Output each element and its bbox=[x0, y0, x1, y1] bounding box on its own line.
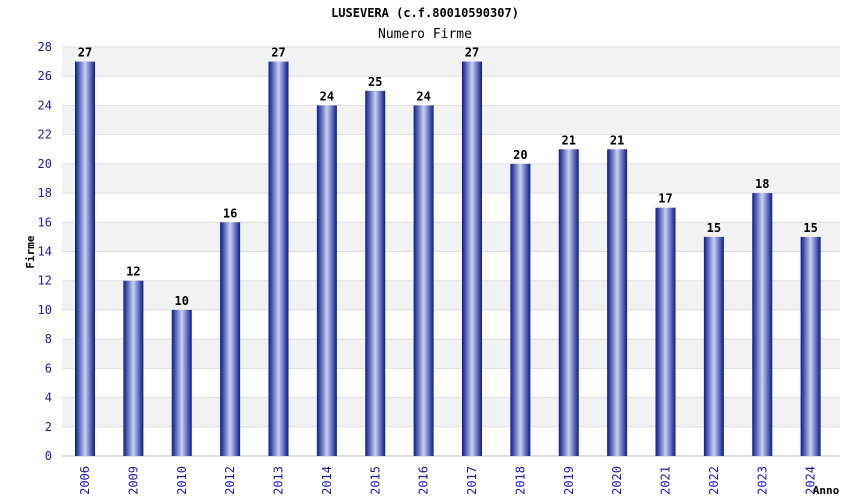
data-label-2013: 27 bbox=[271, 46, 285, 60]
y-tick-label: 16 bbox=[38, 215, 52, 229]
bar-2017 bbox=[462, 61, 482, 456]
x-tick-label: 2012 bbox=[223, 466, 237, 495]
bar-2016 bbox=[413, 105, 434, 456]
x-tick-label: 2017 bbox=[465, 466, 479, 495]
bar-2019 bbox=[558, 149, 579, 456]
x-tick-label: 2019 bbox=[562, 466, 576, 495]
data-label-2012: 16 bbox=[223, 206, 237, 220]
data-label-2006: 27 bbox=[78, 46, 92, 60]
data-label-2010: 10 bbox=[175, 294, 189, 308]
y-tick-label: 28 bbox=[38, 40, 52, 54]
bar-2021 bbox=[655, 207, 676, 456]
y-tick-label: 26 bbox=[38, 69, 52, 83]
bar-2010 bbox=[171, 309, 192, 456]
y-tick-label: 22 bbox=[38, 128, 52, 142]
y-tick-label: 4 bbox=[45, 391, 52, 405]
bar-2015 bbox=[365, 90, 386, 457]
x-tick-label: 2015 bbox=[368, 466, 382, 495]
y-tick-label: 14 bbox=[38, 245, 52, 259]
bar-2020 bbox=[607, 149, 628, 456]
data-label-2023: 18 bbox=[755, 177, 769, 191]
data-label-2020: 21 bbox=[610, 133, 624, 147]
x-tick-label: 2021 bbox=[659, 466, 673, 495]
y-tick-label: 20 bbox=[38, 157, 52, 171]
grid-band bbox=[62, 47, 840, 77]
y-tick-label: 2 bbox=[45, 420, 52, 434]
data-labels: 27 12 10 16 27 24 25 24 27 20 21 21 17 15 18 15 bbox=[78, 46, 818, 308]
y-tick-label: 12 bbox=[38, 274, 52, 288]
y-tick-label: 10 bbox=[38, 303, 52, 317]
data-label-2021: 17 bbox=[658, 192, 672, 206]
y-tick-label: 6 bbox=[45, 361, 52, 375]
grid-band bbox=[62, 105, 840, 135]
x-tick-label: 2010 bbox=[175, 466, 189, 495]
chart-subtitle: Numero Firme bbox=[378, 27, 472, 42]
bars bbox=[75, 61, 821, 457]
x-tick-label: 2013 bbox=[272, 466, 286, 495]
data-label-2024: 15 bbox=[803, 221, 817, 235]
grid-band bbox=[62, 163, 840, 194]
x-tick-label: 2009 bbox=[126, 466, 140, 495]
bar-2023 bbox=[752, 193, 773, 457]
data-label-2009: 12 bbox=[126, 265, 140, 279]
data-label-2019: 21 bbox=[562, 133, 576, 147]
data-label-2018: 20 bbox=[513, 148, 527, 162]
x-tick-label: 2022 bbox=[707, 466, 721, 495]
x-tick-label: 2020 bbox=[610, 466, 624, 495]
y-tick-label: 18 bbox=[38, 186, 52, 200]
bar-2014 bbox=[316, 105, 337, 456]
data-label-2017: 27 bbox=[465, 46, 479, 60]
y-tick-label: 24 bbox=[38, 98, 52, 112]
bar-2012 bbox=[220, 222, 241, 456]
chart-title: LUSEVERA (c.f.80010590307) bbox=[331, 6, 519, 20]
data-label-2015: 25 bbox=[368, 75, 382, 89]
x-tick-label: 2018 bbox=[513, 466, 527, 495]
bar-2022 bbox=[703, 236, 724, 456]
x-tick-label: 2024 bbox=[804, 466, 818, 495]
data-label-2022: 15 bbox=[707, 221, 721, 235]
bar-2013 bbox=[268, 61, 289, 456]
x-tick-label: 2016 bbox=[417, 466, 431, 495]
y-tick-label: 0 bbox=[45, 449, 52, 463]
data-label-2016: 24 bbox=[416, 89, 430, 103]
x-tick-label: 2006 bbox=[78, 466, 92, 495]
bar-2006 bbox=[75, 61, 95, 456]
bar-2009 bbox=[123, 280, 144, 456]
x-tick-label: 2023 bbox=[755, 466, 769, 495]
bar-2018 bbox=[510, 163, 531, 456]
data-label-2014: 24 bbox=[320, 89, 334, 103]
x-tick-label: 2014 bbox=[320, 466, 334, 495]
y-axis-label: Firme bbox=[24, 235, 37, 268]
x-axis-ticks: 2006 2009 2010 2012 2013 2014 2015 2016 2017 2018… bbox=[78, 466, 818, 495]
y-tick-label: 8 bbox=[45, 332, 52, 346]
bar-2024 bbox=[800, 236, 821, 456]
x-axis-label: Anno bbox=[813, 484, 840, 497]
